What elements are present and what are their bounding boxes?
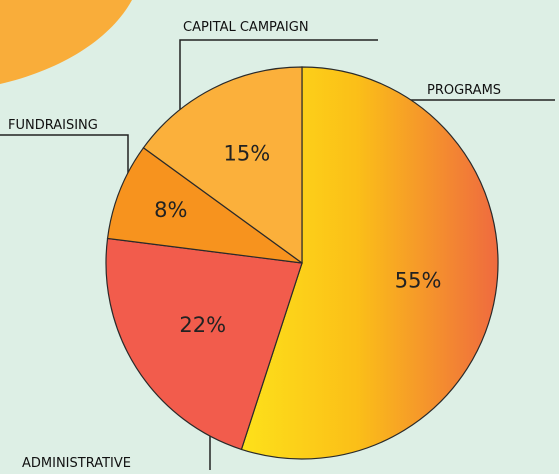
category-label: ADMINISTRATIVE: [22, 456, 131, 471]
value-label: 8%: [154, 198, 187, 222]
leader-line: [179, 39, 378, 122]
pie-slice: [106, 146, 303, 264]
category-label: PROGRAMS: [427, 83, 501, 98]
value-label: 55%: [395, 268, 442, 292]
pie-slice: [142, 66, 303, 265]
leader-line: [0, 134, 129, 186]
decor-blob: [0, 0, 132, 84]
pie-slice: [105, 237, 303, 451]
pie: [105, 66, 499, 460]
value-label: 22%: [179, 313, 226, 337]
category-label: CAPITAL CAMPAIGN: [183, 20, 309, 35]
pie-slice: [240, 66, 499, 460]
value-label: 15%: [223, 142, 270, 166]
leader-lines: [0, 39, 555, 470]
category-label: FUNDRAISING: [8, 118, 98, 133]
